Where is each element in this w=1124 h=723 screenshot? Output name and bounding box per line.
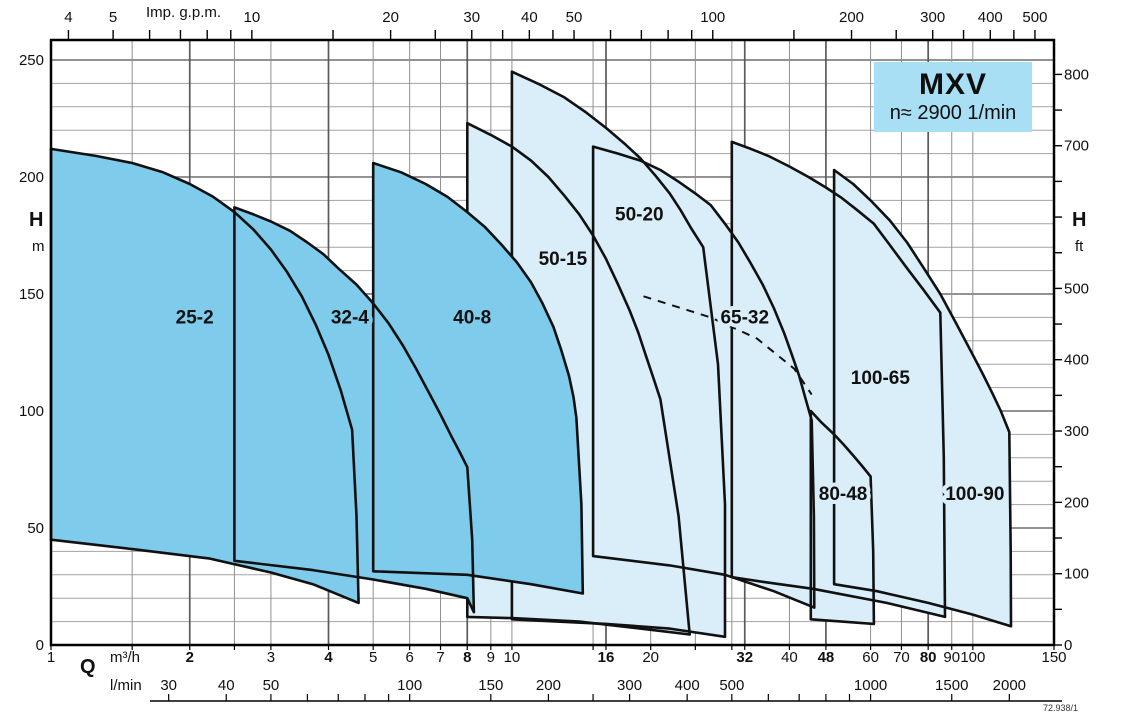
bottom-tick-label: 32 [736,649,753,666]
right-tick-label: 400 [1064,352,1089,369]
region-outline-50-20 [510,70,727,639]
right-tick-label: 700 [1064,138,1089,155]
top-tick-label: 200 [839,9,864,26]
bottom-tick-label: 16 [598,649,615,666]
right-tick-label: 0 [1064,637,1072,654]
left-axis: 250 200 150 100 50 0 [19,52,44,654]
bottom-tick-label: 40 [781,649,798,666]
top-tick-label: 50 [566,9,583,26]
bottom-tick-label: 3 [267,649,275,666]
lmin-tick-label: 1500 [935,677,968,694]
bottom-tick-label: 8 [463,649,471,666]
right-axis-unit: ft [1075,238,1084,255]
bottom-tick-label: 2 [186,649,194,666]
bottom-tick-label: 80 [920,649,937,666]
lmin-tick-label: 100 [397,677,422,694]
lmin-tick-label: 50 [263,677,280,694]
lmin-tick-label: 30 [160,677,177,694]
left-tick-label: 100 [19,403,44,420]
region-fill-80-48 [810,411,874,624]
lmin-tick-label: 400 [675,677,700,694]
right-tick-label: 500 [1064,280,1089,297]
region-label-25-2: 25-2 [176,307,214,328]
bottom-tick-label: 70 [893,649,910,666]
region-outline-65-32 [591,145,816,609]
lmin-tick-label: 300 [617,677,642,694]
right-axis-letter: H [1072,209,1087,231]
model-title-box: MXV n≈ 2900 1/min [874,62,1032,132]
drawing-number: 72.938/1 [1042,703,1078,713]
region-fill-25-2 [51,148,359,603]
top-tick-label: 10 [244,9,261,26]
right-tick-label: 100 [1064,566,1089,583]
region-outline-80-48 [809,409,876,626]
flow-unit-lmin: l/min [110,677,142,694]
bottom-axis-lmin: 30 40 50 100 150 200 300 400 500 1000 1500 2000 [150,677,1062,702]
flow-unit-m3h: m³/h [110,649,140,666]
left-tick-label: 250 [19,52,44,69]
top-tick-label: 500 [1022,9,1047,26]
region-outline-100-90 [832,168,1013,628]
bottom-tick-label: 48 [818,649,835,666]
bottom-tick-label: 9 [487,649,495,666]
pump-regions: 100-90 100-65 80-48 65-32 50-20 50-15 40-8 32-4… [49,70,1013,639]
right-axis: 800 700 500 400 300 200 100 0 [1054,66,1089,654]
top-tick-label: 4 [64,9,72,26]
bottom-tick-label: 6 [405,649,413,666]
lmin-tick-label: 1000 [854,677,887,694]
region-label-32-4: 32-4 [331,307,369,328]
region-label-50-20: 50-20 [615,204,664,225]
bottom-tick-label: 7 [436,649,444,666]
bottom-tick-label: 100 [960,649,985,666]
left-tick-label: 50 [27,520,44,537]
region-label-80-48: 80-48 [819,484,868,505]
region-outline-40-8 [371,161,585,595]
bottom-tick-label: 90 [943,649,960,666]
top-tick-label: 300 [920,9,945,26]
left-axis-unit: m [32,238,45,255]
region-label-100-65: 100-65 [851,368,911,389]
top-tick-label: 100 [700,9,725,26]
lmin-tick-label: 2000 [993,677,1026,694]
bottom-axis-m3h: 1 2 3 4 5 6 7 8 9 10 16 20 32 40 48 60 70 80 90 100 150 [47,645,1067,666]
model-speed: n≈ 2900 1/min [889,101,1017,124]
bottom-tick-label: 60 [862,649,879,666]
region-outline-32-4 [233,206,476,614]
bottom-tick-label: 20 [642,649,659,666]
lmin-tick-label: 40 [218,677,235,694]
right-tick-label: 200 [1064,494,1089,511]
region-label-65-32: 65-32 [720,307,769,328]
top-tick-label: 400 [978,9,1003,26]
left-tick-label: 200 [19,169,44,186]
bottom-tick-label: 150 [1041,649,1066,666]
left-tick-label: 0 [36,637,44,654]
region-label-100-90: 100-90 [945,484,1004,505]
bottom-tick-label: 5 [369,649,377,666]
dashed-limit-line [643,295,813,396]
top-tick-label: 30 [463,9,480,26]
region-outline-50-15 [466,121,691,636]
region-outline-100-65 [730,140,947,619]
flow-axis-letter: Q [80,656,96,678]
top-axis: 4 5 10 20 30 40 50 100 200 300 400 500 [64,9,1047,40]
right-tick-label: 300 [1064,423,1089,440]
left-axis-letter: H [29,209,44,231]
top-tick-label: 20 [382,9,399,26]
top-axis-title: Imp. g.p.m. [146,4,222,21]
lmin-tick-label: 200 [536,677,561,694]
lmin-tick-label: 500 [719,677,744,694]
top-tick-label: 40 [521,9,538,26]
region-label-40-8: 40-8 [453,307,491,328]
lmin-tick-label: 150 [478,677,503,694]
right-tick-label: 800 [1064,66,1089,83]
bottom-tick-label: 1 [47,649,55,666]
region-outline-25-2 [49,147,360,605]
region-label-50-15: 50-15 [539,249,588,270]
left-tick-label: 150 [19,286,44,303]
top-tick-label: 5 [109,9,117,26]
bottom-tick-label: 4 [324,649,333,666]
model-name: MXV [918,67,987,101]
bottom-tick-label: 10 [504,649,521,666]
